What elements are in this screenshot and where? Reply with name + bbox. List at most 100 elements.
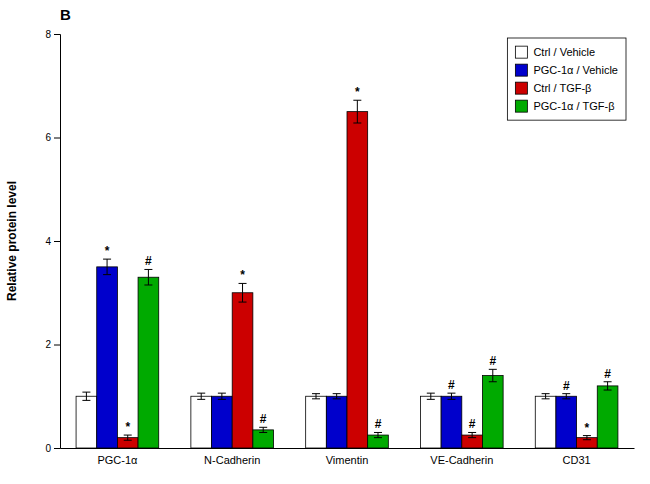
- x-tick: VE-Cadherin: [430, 454, 493, 466]
- error-bar: [333, 394, 341, 399]
- error-cap: [374, 432, 382, 433]
- x-tick: N-Cadherin: [204, 454, 260, 466]
- bars: [76, 100, 618, 448]
- y-tick: 2: [45, 339, 60, 350]
- error-cap: [82, 392, 90, 393]
- error-line: [336, 394, 337, 399]
- error-cap: [333, 393, 341, 394]
- axis-domain: [61, 448, 635, 449]
- tick-label: Vimentin: [326, 454, 369, 466]
- error-bar: [124, 435, 132, 440]
- error-line: [316, 394, 317, 399]
- bar: [420, 396, 441, 448]
- y-tick: 8: [45, 29, 60, 40]
- tick-mark: [54, 34, 60, 35]
- error-bar: [259, 427, 267, 432]
- bar: [556, 396, 577, 448]
- annotations: **#*#*#####*#: [105, 85, 612, 434]
- tick-mark: [54, 241, 60, 242]
- plot: 0 2 4 6 8 PGC-1α N-Cadherin Vimentin VE-Cadherin…: [45, 29, 634, 466]
- axis-title: Relative protein level: [5, 181, 19, 301]
- error-cap: [218, 399, 226, 400]
- error-cap: [124, 435, 132, 436]
- y-tick: 6: [45, 132, 60, 143]
- error-line: [201, 393, 202, 399]
- error-line: [357, 100, 358, 123]
- error-cap: [489, 381, 497, 382]
- error-cap: [468, 432, 476, 433]
- error-cap: [447, 399, 455, 400]
- annotation: #: [260, 412, 267, 426]
- bar: [306, 396, 327, 448]
- error-bar: [312, 394, 320, 399]
- error-cap: [259, 432, 267, 433]
- error-cap: [82, 400, 90, 401]
- error-cap: [239, 302, 247, 303]
- error-line: [451, 393, 452, 399]
- annotation: *: [105, 244, 110, 258]
- series: [117, 100, 597, 448]
- error-cap: [333, 398, 341, 399]
- error-line: [586, 436, 587, 440]
- annotation: #: [469, 417, 476, 431]
- legend-swatch: [515, 100, 527, 112]
- error-cap: [583, 435, 591, 436]
- error-cap: [312, 393, 320, 394]
- error-bar: [353, 100, 361, 123]
- error-line: [107, 259, 108, 275]
- legend-item: Ctrl / Vehicle: [515, 46, 595, 58]
- bar: [482, 376, 503, 448]
- tick-label: N-Cadherin: [204, 454, 260, 466]
- error-cap: [103, 274, 111, 275]
- annotation: #: [375, 417, 382, 431]
- legend-swatch: [515, 82, 527, 94]
- legend-item: PGC-1α / Vehicle: [515, 64, 618, 76]
- legend-label: Ctrl / Vehicle: [533, 46, 595, 58]
- annotation: #: [563, 379, 570, 393]
- error-line: [566, 394, 567, 399]
- bar: [347, 112, 368, 448]
- error-bar: [82, 392, 90, 400]
- error-cap: [604, 390, 612, 391]
- error-cap: [144, 284, 152, 285]
- tick-label: 6: [45, 132, 51, 143]
- x-axis: PGC-1α N-Cadherin Vimentin VE-Cadherin CD31: [61, 449, 635, 466]
- legend: Ctrl / VehiclePGC-1α / VehicleCtrl / TGF…: [507, 38, 626, 120]
- error-line: [86, 392, 87, 400]
- y-tick: 4: [45, 236, 60, 247]
- error-cap: [197, 399, 205, 400]
- error-cap: [144, 269, 152, 270]
- error-bar: [374, 432, 382, 437]
- error-bar: [103, 259, 111, 275]
- error-cap: [447, 393, 455, 394]
- error-cap: [489, 369, 497, 370]
- y-axis: 0 2 4 6 8: [45, 29, 60, 454]
- error-bar: [144, 269, 152, 285]
- error-cap: [562, 393, 570, 394]
- error-line: [545, 394, 546, 399]
- tick-label: 2: [45, 339, 51, 350]
- bar: [191, 396, 212, 448]
- annotation: #: [489, 354, 496, 368]
- bar: [597, 386, 618, 448]
- error-bar: [489, 369, 497, 381]
- annotation: *: [125, 420, 130, 434]
- y-tick: 0: [45, 443, 60, 454]
- error-cap: [583, 439, 591, 440]
- error-bar: [447, 393, 455, 399]
- tick-mark: [54, 345, 60, 346]
- bar: [441, 396, 462, 448]
- error-line: [472, 432, 473, 437]
- bar: [535, 396, 556, 448]
- annotation: #: [604, 367, 611, 381]
- x-tick: PGC-1α: [97, 454, 138, 466]
- error-line: [607, 382, 608, 390]
- x-tick: CD31: [563, 454, 591, 466]
- error-cap: [259, 427, 267, 428]
- annotation: *: [240, 268, 245, 282]
- annotation: *: [355, 85, 360, 99]
- error-bar: [562, 394, 570, 399]
- annotation: #: [145, 254, 152, 268]
- error-line: [148, 269, 149, 285]
- error-cap: [374, 437, 382, 438]
